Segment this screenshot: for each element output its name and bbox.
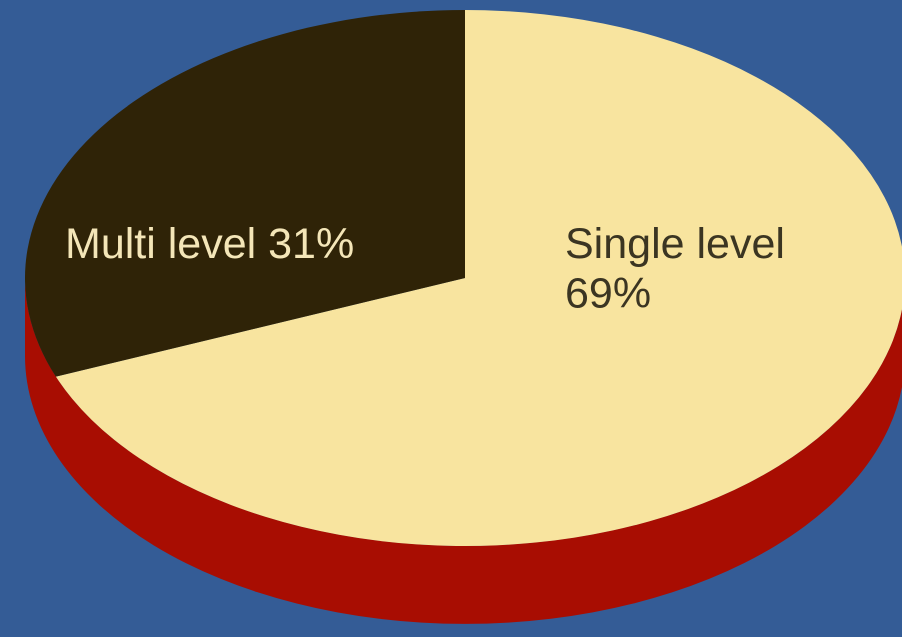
slice-label-multi-level-line1: Multi level 31% (65, 220, 354, 268)
slice-label-single-level: Single level 69% (565, 220, 797, 317)
pie-label-layer: Single level 69% Multi level 31% (65, 220, 797, 317)
pie-slice-layer (24, 10, 902, 546)
slice-label-single-level-line1: Single level (565, 220, 785, 268)
pie-slice-multi-level (24, 10, 465, 377)
pie-rim (25, 278, 902, 624)
slice-label-single-level-line2: 69% (565, 269, 651, 317)
slice-label-multi-level: Multi level 31% (65, 220, 354, 268)
pie-slice-single-level (55, 10, 902, 546)
pie-side-layer (25, 278, 902, 624)
